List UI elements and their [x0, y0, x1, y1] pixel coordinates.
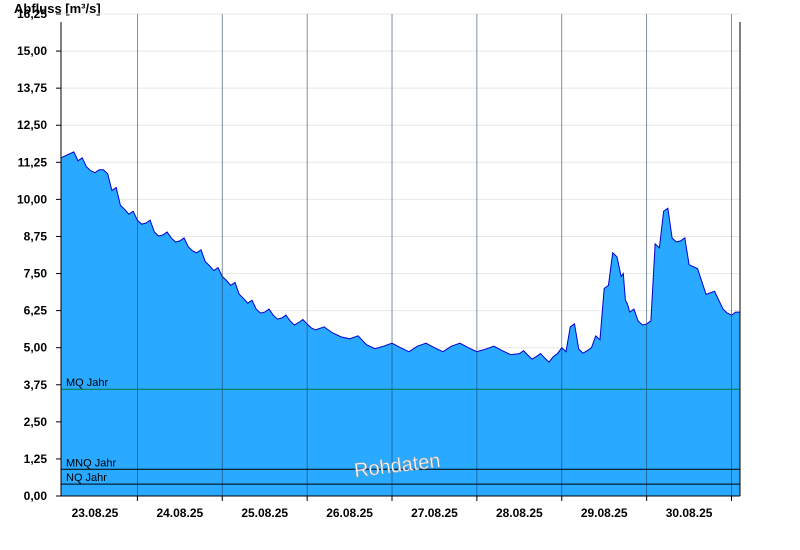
- reference-line-label: MNQ Jahr: [66, 457, 116, 469]
- reference-lines: MQ Jahr MNQ Jahr NQ Jahr: [61, 377, 740, 485]
- y-tick-label: 6,25: [24, 304, 48, 318]
- y-tick-label: 8,75: [24, 229, 48, 243]
- x-tick-label: 29.08.25: [581, 506, 628, 520]
- y-tick-label: 5,00: [24, 341, 48, 355]
- y-tick-label: 16,25: [17, 7, 47, 21]
- y-tick-label: 2,50: [24, 415, 48, 429]
- y-tick-label: 12,50: [17, 118, 47, 132]
- x-tick-label: 30.08.25: [666, 506, 713, 520]
- reference-line-label: NQ Jahr: [66, 472, 107, 484]
- x-tick-label: 27.08.25: [411, 506, 458, 520]
- y-tick-label: 13,75: [17, 81, 47, 95]
- x-tick-label: 23.08.25: [72, 506, 119, 520]
- y-tick-labels: 0,00 1,25 2,50 3,75 5,00 6,25 7,50 8,75 10,00 11,…: [17, 7, 61, 503]
- x-tick-labels: 23.08.25 24.08.25 25.08.25 26.08.25 27.08.25…: [72, 496, 733, 520]
- x-tick-label: 24.08.25: [156, 506, 203, 520]
- series-line: [60, 151, 741, 363]
- x-tick-label: 25.08.25: [241, 506, 288, 520]
- axes: [60, 22, 741, 497]
- series-fill: [61, 151, 740, 496]
- x-tick-label: 26.08.25: [326, 506, 373, 520]
- y-tick-label: 10,00: [17, 192, 47, 206]
- series-area: [60, 151, 741, 496]
- x-tick-label: 28.08.25: [496, 506, 543, 520]
- day-separator-lines: [136, 14, 732, 496]
- y-tick-label: 1,25: [24, 452, 48, 466]
- y-tick-label: 0,00: [24, 489, 48, 503]
- y-tick-label: 3,75: [24, 378, 48, 392]
- y-tick-label: 15,00: [17, 44, 47, 58]
- y-axis-label: Abfluss [m³/s]: [14, 1, 101, 16]
- y-tick-label: 11,25: [18, 155, 48, 169]
- y-tick-label: 7,50: [24, 267, 48, 281]
- reference-line-label: MQ Jahr: [66, 377, 109, 389]
